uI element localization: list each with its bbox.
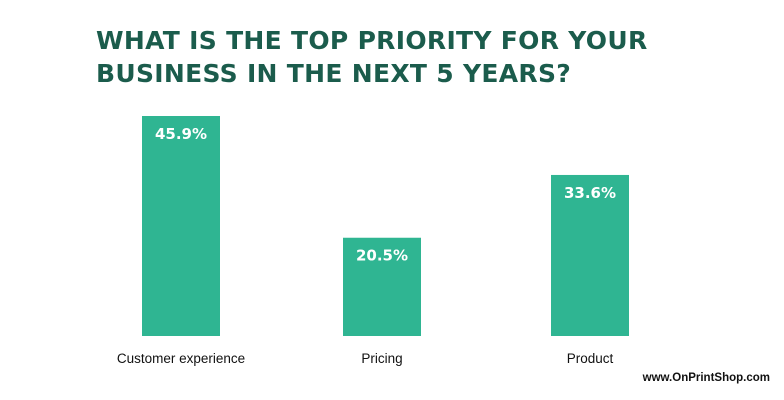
bar-value-label: 45.9% [155, 125, 207, 143]
bar-customer-experience [142, 116, 220, 336]
value-labels-group: 45.9% 20.5% 33.6% [155, 125, 616, 265]
category-label: Pricing [361, 351, 402, 366]
category-label: Product [567, 351, 614, 366]
bars-group [142, 116, 629, 336]
bar-pricing [343, 237, 421, 336]
bar-value-label: 20.5% [356, 247, 408, 265]
category-labels-group: Customer experience Pricing Product [117, 351, 614, 366]
category-label: Customer experience [117, 351, 245, 366]
bar-value-label: 33.6% [564, 184, 616, 202]
chart-title: WHAT IS THE TOP PRIORITY FOR YOUR BUSINE… [96, 26, 648, 88]
website-credit: www.OnPrintShop.com [642, 372, 770, 384]
bar-product [551, 174, 629, 336]
